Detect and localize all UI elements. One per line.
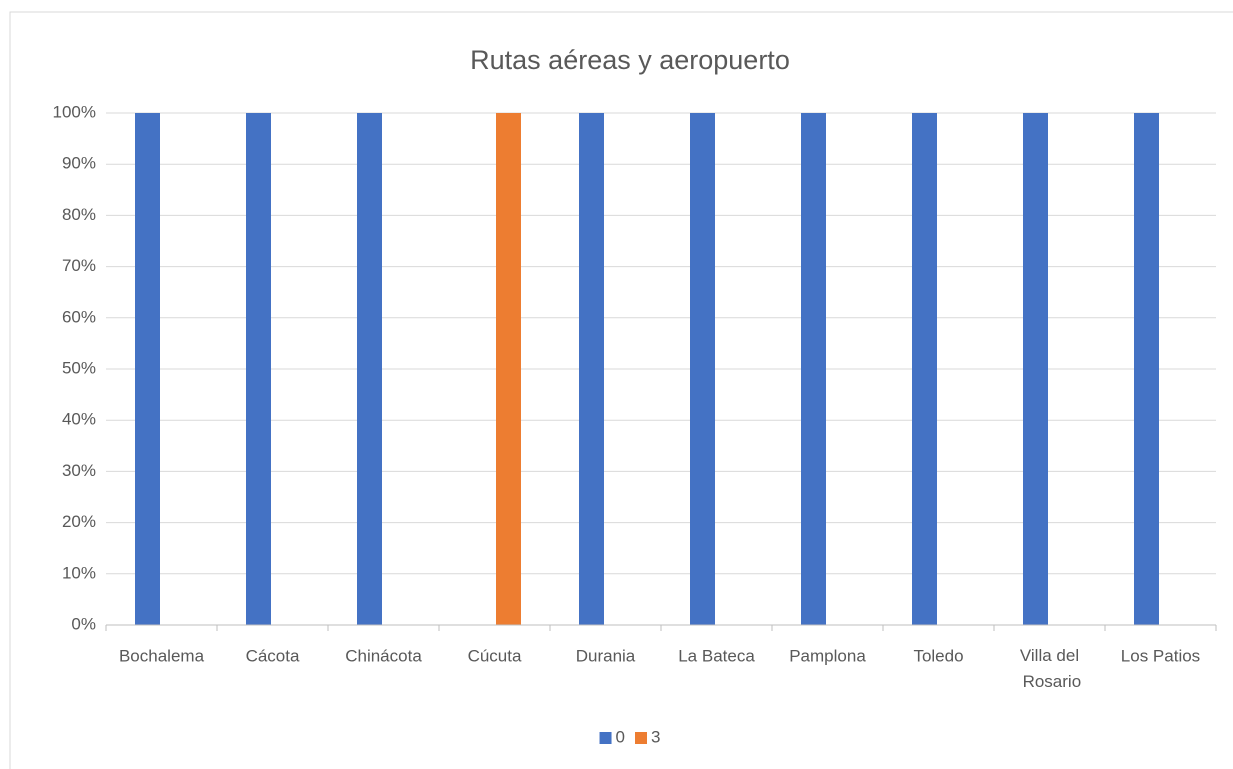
- y-tick-label: 20%: [62, 512, 96, 531]
- x-tick-label: Toledo: [913, 646, 963, 665]
- y-tick-label: 50%: [62, 358, 96, 377]
- bar: [801, 113, 826, 625]
- bar: [579, 113, 604, 625]
- x-tick-label: Pamplona: [789, 646, 866, 665]
- bar: [496, 113, 521, 625]
- bar: [1134, 113, 1159, 625]
- x-tick-label: Chinácota: [345, 646, 422, 665]
- y-tick-label: 100%: [53, 102, 96, 121]
- bar: [246, 113, 271, 625]
- chart-title: Rutas aéreas y aeropuerto: [470, 45, 790, 75]
- legend-swatch: [635, 732, 647, 744]
- x-tick-label: Los Patios: [1121, 646, 1200, 665]
- bar: [135, 113, 160, 625]
- bar: [357, 113, 382, 625]
- y-tick-label: 10%: [62, 563, 96, 582]
- x-tick-label: Bochalema: [119, 646, 205, 665]
- y-tick-label: 70%: [62, 256, 96, 275]
- y-tick-label: 40%: [62, 410, 96, 429]
- y-tick-label: 90%: [62, 154, 96, 173]
- x-tick-label: Durania: [576, 646, 636, 665]
- x-tick-label: Villa del Rosario: [1018, 646, 1081, 691]
- y-tick-label: 0%: [71, 614, 96, 633]
- bar: [912, 113, 937, 625]
- bar: [1023, 113, 1048, 625]
- x-tick-label: La Bateca: [678, 646, 755, 665]
- legend-label: 0: [616, 727, 625, 746]
- y-tick-label: 30%: [62, 461, 96, 480]
- x-tick-label: Cúcuta: [468, 646, 522, 665]
- x-tick-label: Cácota: [246, 646, 300, 665]
- y-tick-label: 80%: [62, 205, 96, 224]
- legend-label: 3: [651, 727, 660, 746]
- legend-swatch: [599, 732, 612, 744]
- y-tick-label: 60%: [62, 307, 96, 326]
- bar: [690, 113, 715, 625]
